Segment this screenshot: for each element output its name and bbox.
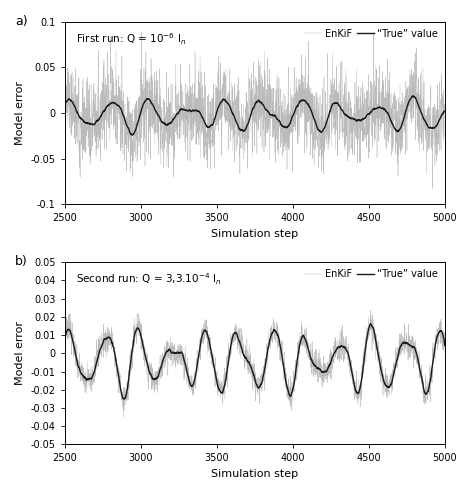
EnKiF [430,186,435,192]
Line: EnKiF: EnKiF [65,311,445,418]
EnKiF [442,134,447,140]
EnKiF [368,308,373,314]
EnKiF [173,98,179,104]
EnKiF [442,350,447,356]
EnKiF [139,29,144,35]
EnKiF [62,354,67,360]
“True” value [258,382,263,388]
“True” value [98,114,103,120]
EnKiF [76,76,82,82]
EnKiF [136,332,142,338]
“True” value [76,113,82,119]
EnKiF [258,112,263,118]
“True” value [258,99,263,105]
“True” value [98,345,103,351]
EnKiF [62,140,67,146]
EnKiF [120,415,126,421]
“True” value [76,364,82,370]
“True” value [62,105,67,111]
“True” value [136,327,142,333]
“True” value [173,350,179,356]
“True” value [135,325,141,331]
“True” value [136,115,142,121]
“True” value [368,321,373,327]
Line: “True” value: “True” value [65,96,445,135]
Text: a): a) [15,15,28,28]
EnKiF [76,365,82,370]
Text: Second run: Q = 3,3.10$^{-4}$ I$_n$: Second run: Q = 3,3.10$^{-4}$ I$_n$ [76,271,222,287]
EnKiF [135,129,140,135]
Text: First run: Q = 10$^{-6}$ I$_n$: First run: Q = 10$^{-6}$ I$_n$ [76,31,186,46]
X-axis label: Simulation step: Simulation step [211,229,298,239]
“True” value [173,112,179,118]
X-axis label: Simulation step: Simulation step [211,469,298,479]
Line: “True” value: “True” value [65,324,445,399]
“True” value [135,120,141,126]
Legend: EnKiF, “True” value: EnKiF, “True” value [302,267,440,281]
Legend: EnKiF, “True” value: EnKiF, “True” value [302,27,440,41]
EnKiF [258,376,263,382]
“True” value [442,109,447,115]
Y-axis label: Model error: Model error [15,321,25,385]
EnKiF [173,348,179,354]
Line: EnKiF: EnKiF [65,32,445,189]
EnKiF [136,143,142,149]
EnKiF [98,91,103,97]
EnKiF [98,346,103,352]
EnKiF [135,320,141,326]
“True” value [121,396,127,402]
“True” value [129,132,135,138]
“True” value [442,342,447,348]
“True” value [410,93,416,99]
Text: b): b) [15,255,28,268]
“True” value [62,343,67,349]
Y-axis label: Model error: Model error [15,81,25,145]
